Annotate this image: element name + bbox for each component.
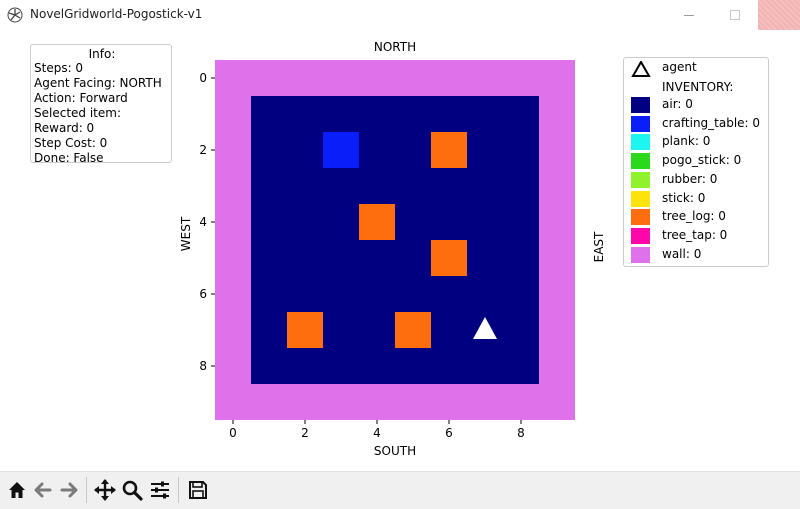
maximize-button[interactable] (712, 0, 758, 30)
forward-button[interactable] (57, 476, 81, 504)
legend-swatch (631, 246, 650, 263)
legend-item: plank: 0 (624, 133, 770, 151)
home-icon (9, 482, 25, 498)
legend-agent-label: agent (662, 60, 697, 74)
info-selected-item: Selected item: (34, 106, 121, 120)
info-reward: Reward: 0 (34, 121, 95, 135)
legend-item-label: crafting_table: 0 (662, 115, 761, 130)
figure-canvas: Info: Steps: 0 Agent Facing: NORTH Actio… (0, 30, 800, 470)
legend-item: tree_tap: 0 (624, 227, 770, 245)
legend-item: air: 0 (624, 96, 770, 114)
legend-swatch (631, 97, 650, 113)
window-title: NovelGridworld-Pogostick-v1 (30, 7, 203, 21)
home-button[interactable] (5, 476, 29, 504)
y-tick-label: 2 (199, 143, 207, 157)
legend-item-label: air: 0 (662, 97, 693, 111)
matplotlib-app-icon (7, 7, 23, 23)
legend-item: pogo_stick: 0 (624, 152, 770, 170)
y-tick-label: 0 (199, 71, 207, 85)
legend-swatch (631, 209, 650, 226)
legend-item-label: plank: 0 (662, 134, 711, 149)
configure-subplots-icon (151, 481, 169, 499)
legend-item: crafting_table: 0 (624, 115, 770, 133)
x-tick-label: 8 (517, 426, 525, 440)
info-agent-facing: Agent Facing: NORTH (34, 76, 162, 90)
y-tick-label: 8 (199, 359, 207, 373)
legend-swatch (631, 153, 650, 170)
legend-item: stick: 0 (624, 190, 770, 208)
legend-item: wall: 0 (624, 246, 770, 264)
back-button[interactable] (31, 476, 55, 504)
forward-arrow-icon (60, 482, 78, 498)
navigation-toolbar (0, 471, 800, 509)
save-button[interactable] (186, 476, 210, 504)
back-arrow-icon (34, 482, 52, 498)
toolbar-separator (178, 477, 179, 503)
toolbar-separator (86, 477, 87, 503)
grid-cell-tree-log (359, 204, 395, 240)
x-tick-label: 2 (301, 426, 309, 440)
info-steps: Steps: 0 (34, 61, 84, 75)
legend-agent: agent (624, 59, 770, 77)
legend-swatch (631, 227, 650, 244)
minimize-button[interactable] (666, 0, 712, 30)
info-panel: Info: Steps: 0 Agent Facing: NORTH Actio… (30, 44, 172, 165)
legend-item-label: wall: 0 (662, 246, 702, 261)
legend-item: rubber: 0 (624, 171, 770, 189)
legend-panel: agent INVENTORY: air: 0 crafting_table: 0… (623, 57, 769, 267)
legend-swatch (631, 171, 650, 188)
grid-cell-crafting-table (323, 132, 359, 168)
y-tick-label: 4 (199, 215, 207, 229)
legend-item: tree_log: 0 (624, 208, 770, 226)
x-tick-label: 0 (229, 426, 237, 440)
zoom-icon (122, 480, 143, 501)
x-tick-label: 4 (373, 426, 381, 440)
legend-item-label: pogo_stick: 0 (662, 153, 742, 168)
legend-item-label: rubber: 0 (662, 171, 718, 186)
info-step-cost: Step Cost: 0 (34, 136, 108, 150)
agent-marker (473, 317, 497, 339)
pan-icon (94, 479, 116, 501)
grid-cell-tree-log (431, 240, 467, 276)
south-label: SOUTH (374, 444, 416, 458)
info-done: Done: False (34, 151, 104, 165)
info-title: Info: (88, 47, 116, 61)
east-label: EAST (592, 231, 606, 262)
info-action: Action: Forward (34, 91, 128, 105)
grid-cell-tree-log (431, 132, 467, 168)
legend-item-label: stick: 0 (662, 190, 706, 205)
x-tick-label: 6 (445, 426, 453, 440)
y-tick-label: 6 (199, 287, 207, 301)
pan-button[interactable] (93, 476, 117, 504)
grid-cell-tree-log (287, 312, 323, 348)
agent-triangle-icon (631, 61, 651, 77)
grid-cell-tree-log (395, 312, 431, 348)
west-label: WEST (179, 216, 193, 251)
legend-item-label: tree_tap: 0 (662, 227, 728, 242)
legend-swatch (631, 190, 650, 207)
close-button[interactable] (758, 0, 800, 30)
legend-item-label: tree_log: 0 (662, 209, 726, 224)
grid-plot[interactable]: NORTH SOUTH WEST EAST 0 2 4 6 8 0 2 4 6 8 (0, 30, 800, 470)
legend-swatch (631, 134, 650, 151)
legend-swatch (631, 115, 650, 132)
window-titlebar: NovelGridworld-Pogostick-v1 (0, 0, 800, 30)
configure-subplots-button[interactable] (148, 476, 172, 504)
north-label: NORTH (374, 40, 416, 54)
zoom-button[interactable] (120, 476, 144, 504)
save-icon (189, 481, 207, 499)
legend-inventory-title: INVENTORY: (662, 80, 734, 94)
